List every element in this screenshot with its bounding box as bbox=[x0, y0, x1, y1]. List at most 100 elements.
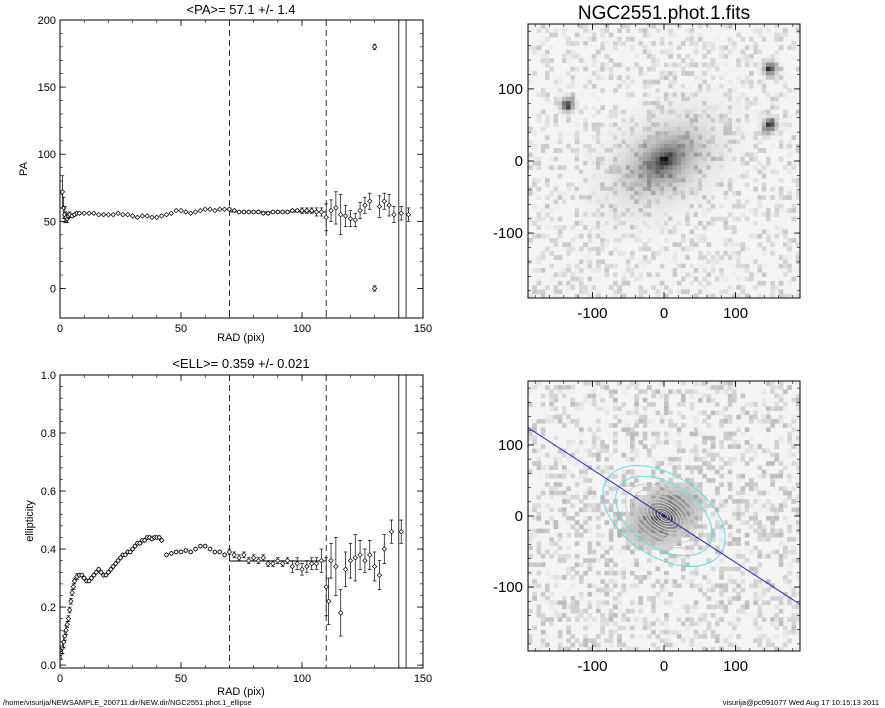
pa-xlabel: RAD (pix) bbox=[217, 332, 265, 344]
galaxy-image-panel: NGC2551.phot.1.fits -100 0 100 -100 0 100 bbox=[493, 3, 801, 322]
ell-ytick-label-3: 0.6 bbox=[41, 486, 56, 498]
ell-axes-frame bbox=[59, 374, 424, 669]
pa-point-77 bbox=[398, 206, 404, 221]
ell-reference-lines bbox=[228, 375, 407, 668]
pa-point-69 bbox=[362, 196, 368, 214]
pa-panel: <PA>= 57.1 +/- 1.4 0 50 100 150 0 50 100 150 200… bbox=[18, 2, 432, 344]
ell-point-81 bbox=[323, 557, 329, 617]
ell-xtick-label-3: 150 bbox=[414, 673, 432, 685]
image-xtick-label-2: 100 bbox=[723, 305, 748, 322]
ell-point-9 bbox=[69, 589, 75, 596]
pa-point-39 bbox=[217, 206, 223, 212]
pa-point-11 bbox=[81, 210, 87, 216]
ell-point-92 bbox=[371, 551, 378, 582]
ell-point-29 bbox=[115, 557, 121, 564]
pa-point-71 bbox=[371, 285, 378, 292]
pa-point-30 bbox=[173, 207, 179, 214]
pa-point-72 bbox=[371, 43, 378, 50]
ell-point-80 bbox=[318, 548, 325, 573]
pa-point-32 bbox=[183, 209, 189, 215]
ell-point-95 bbox=[388, 519, 395, 544]
pa-point-19 bbox=[120, 211, 126, 218]
pa-point-25 bbox=[149, 214, 155, 221]
pa-point-29 bbox=[168, 210, 175, 216]
pa-point-56 bbox=[299, 207, 305, 214]
ell-point-63 bbox=[236, 554, 242, 562]
ell-point-14 bbox=[79, 572, 85, 578]
pa-point-24 bbox=[144, 213, 150, 219]
ell-point-66 bbox=[250, 554, 257, 562]
ell-point-51 bbox=[178, 549, 184, 555]
ell-point-96 bbox=[398, 519, 404, 544]
pa-axes-frame bbox=[59, 19, 424, 319]
pa-point-60 bbox=[318, 207, 325, 217]
ell-xtick-label-2: 100 bbox=[293, 673, 311, 685]
ell-point-93 bbox=[376, 560, 383, 591]
pa-point-17 bbox=[110, 211, 116, 218]
ell-point-88 bbox=[352, 534, 358, 582]
ell-point-76 bbox=[299, 563, 305, 576]
ell-point-86 bbox=[342, 551, 349, 588]
pa-xtick-label-0: 0 bbox=[57, 323, 63, 335]
pa-point-76 bbox=[391, 206, 397, 224]
image-xtick-label-0: -100 bbox=[577, 305, 607, 322]
pa-point-40 bbox=[221, 206, 228, 212]
contour-xtick-label-0: -100 bbox=[577, 658, 607, 675]
ell-point-24 bbox=[103, 572, 109, 578]
ell-point-22 bbox=[98, 569, 104, 575]
pa-ticks: 0 50 100 150 0 50 100 150 200 bbox=[38, 15, 433, 335]
ell-point-84 bbox=[333, 537, 339, 596]
pa-point-48 bbox=[260, 210, 266, 216]
ell-point-82 bbox=[325, 577, 332, 625]
ell-point-53 bbox=[187, 549, 194, 555]
ell-ytick-label-1: 0.2 bbox=[41, 602, 56, 614]
ell-point-73 bbox=[284, 557, 291, 564]
ell-point-10 bbox=[70, 583, 77, 591]
ell-point-70 bbox=[270, 560, 276, 567]
pa-point-35 bbox=[197, 207, 204, 214]
pa-point-70 bbox=[367, 192, 373, 210]
ell-point-71 bbox=[275, 557, 281, 564]
ell-point-15 bbox=[81, 575, 87, 581]
ell-point-27 bbox=[110, 563, 116, 570]
major-axis-line bbox=[528, 427, 800, 605]
galaxy-contour-panel: -100 0 100 -100 0 100 bbox=[493, 380, 801, 675]
ell-xlabel: RAD (pix) bbox=[217, 686, 265, 698]
pa-point-44 bbox=[241, 209, 247, 215]
image-title: NGC2551.phot.1.fits bbox=[578, 3, 750, 24]
pa-point-68 bbox=[357, 202, 363, 220]
ell-ylabel: ellipticity bbox=[24, 500, 36, 542]
pa-ytick-label-3: 150 bbox=[38, 82, 56, 94]
ell-point-79 bbox=[313, 557, 320, 570]
galaxy-image bbox=[528, 24, 800, 298]
pa-point-23 bbox=[139, 213, 145, 219]
pa-point-64 bbox=[338, 194, 344, 236]
ell-point-94 bbox=[381, 534, 387, 564]
ell-point-74 bbox=[289, 560, 296, 573]
pa-point-55 bbox=[294, 207, 300, 214]
ell-ytick-label-2: 0.4 bbox=[41, 544, 56, 556]
ellipticity-panel: <ELL>= 0.359 +/- 0.021 0 50 100 150 0.0 0.2 0.… bbox=[24, 356, 432, 698]
pa-point-27 bbox=[158, 213, 165, 219]
pa-point-12 bbox=[86, 210, 92, 216]
ell-point-68 bbox=[260, 554, 266, 562]
ell-point-77 bbox=[304, 560, 310, 573]
image-xtick-label-1: 0 bbox=[660, 305, 668, 322]
pa-point-28 bbox=[163, 211, 170, 218]
pa-point-59 bbox=[313, 207, 320, 217]
ell-xtick-label-1: 50 bbox=[175, 673, 187, 685]
image-ytick-label-1: 0 bbox=[515, 153, 523, 170]
ell-point-67 bbox=[255, 557, 262, 564]
pa-point-58 bbox=[308, 207, 315, 214]
pa-point-57 bbox=[304, 207, 310, 214]
pa-point-49 bbox=[265, 210, 271, 216]
image-ticks: -100 0 100 -100 0 100 bbox=[493, 24, 800, 322]
contour-ticks: -100 0 100 -100 0 100 bbox=[493, 381, 800, 675]
ell-point-91 bbox=[367, 540, 373, 570]
ell-point-87 bbox=[347, 542, 354, 579]
ell-point-58 bbox=[212, 549, 218, 555]
pa-point-73 bbox=[376, 195, 383, 218]
pa-point-61 bbox=[323, 203, 329, 232]
ell-point-36 bbox=[132, 543, 138, 549]
ell-xtick-label-0: 0 bbox=[57, 673, 63, 685]
